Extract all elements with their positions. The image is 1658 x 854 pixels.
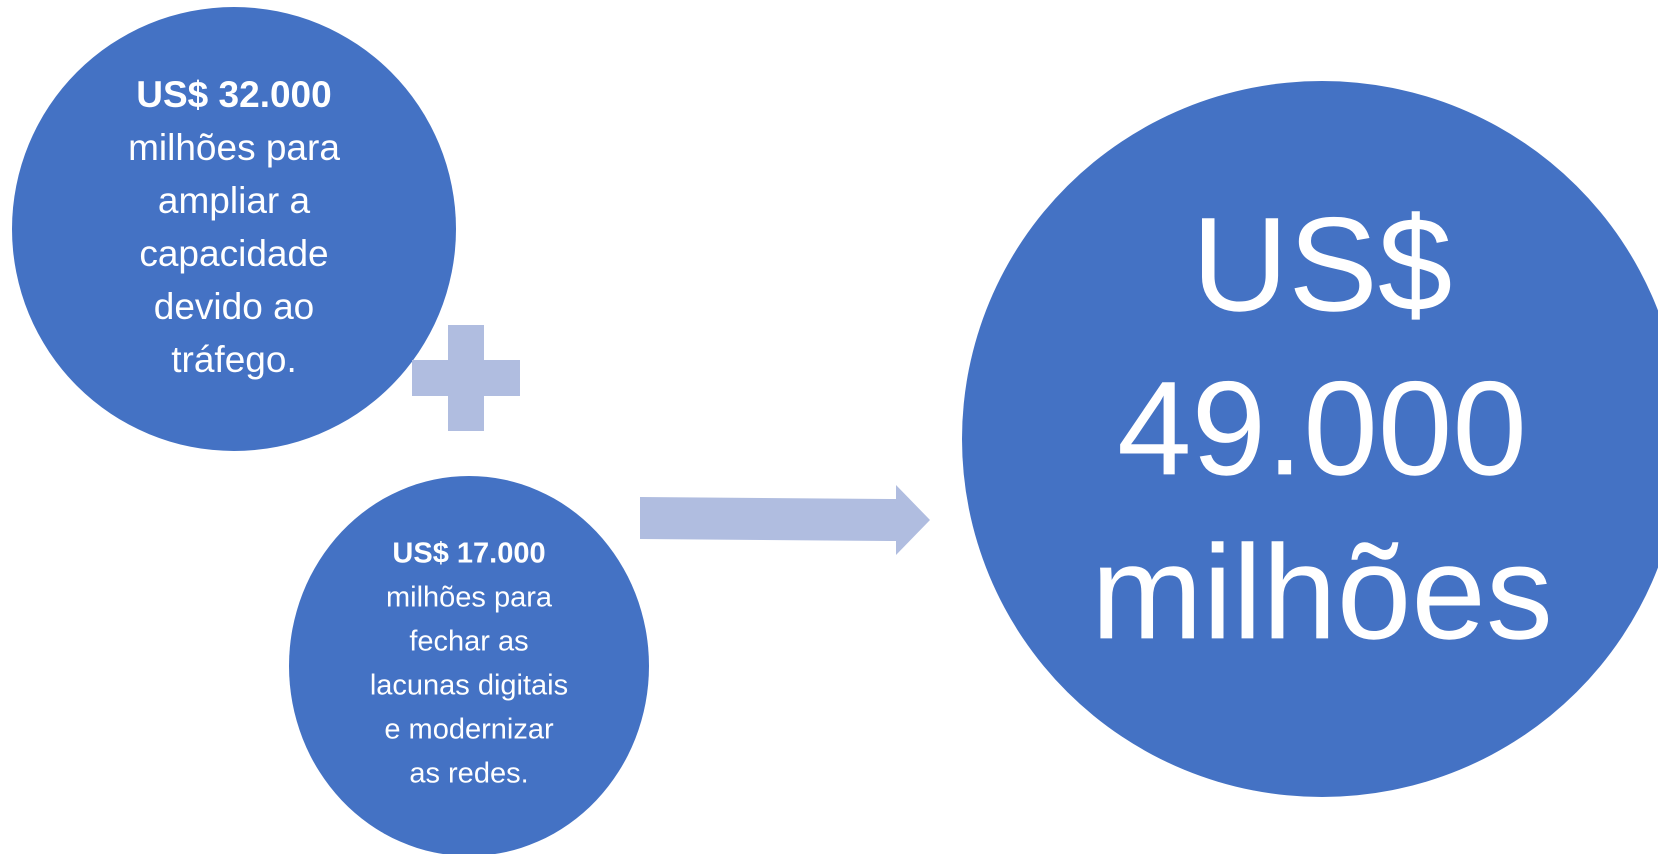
total-line: 49.000 [1117,354,1527,503]
description-line: capacidade [139,233,328,274]
circle-bottom [289,476,649,854]
arrow [640,485,930,555]
plus-sign [412,325,520,431]
description-line: fechar as [409,626,528,658]
description-line: lacunas digitais [370,670,568,702]
description-line: e modernizar [384,714,554,746]
total-line: milhões [1091,518,1553,667]
description-line: ampliar a [158,180,311,221]
description-line: tráfego. [171,339,296,380]
amount: US$ 17.000 [392,538,545,570]
total-line: US$ [1192,190,1453,339]
description-line: milhões para [386,582,553,614]
description-line: devido ao [154,286,314,327]
description-line: as redes. [409,758,528,790]
circle-left [12,7,456,451]
description-line: milhões para [128,127,340,168]
circle-total [962,81,1658,797]
amount: US$ 32.000 [136,74,331,115]
